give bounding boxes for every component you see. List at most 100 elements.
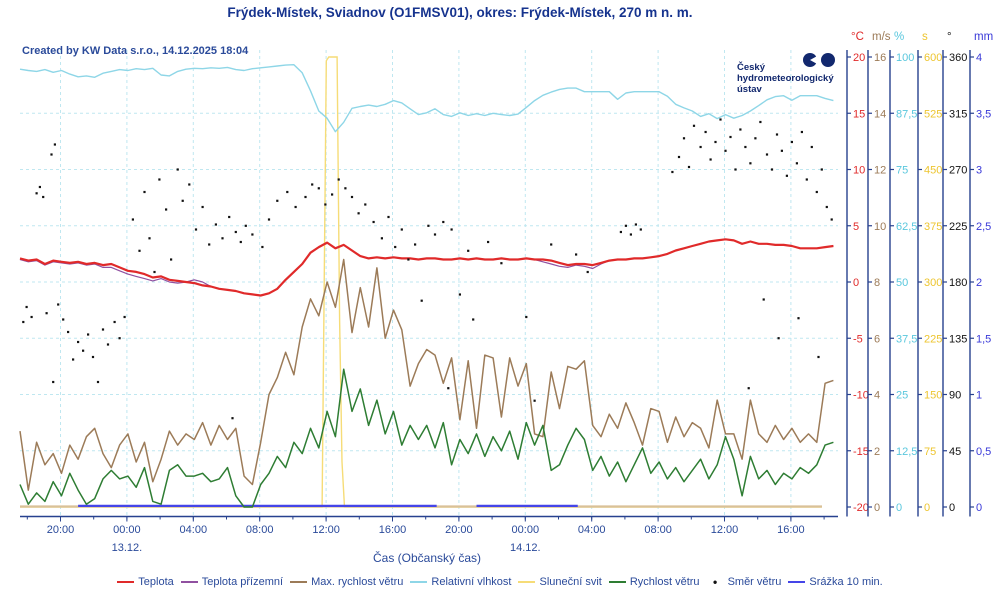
svg-text:16:00: 16:00 (379, 524, 407, 536)
legend-line-marker (518, 581, 536, 583)
svg-text:4: 4 (874, 390, 880, 402)
svg-text:37,5: 37,5 (896, 333, 917, 345)
chmi-logo-text-2: hydrometeorologický (737, 73, 834, 84)
svg-text:135: 135 (949, 333, 967, 345)
svg-text:mm: mm (974, 31, 993, 43)
created-by-label: Created by KW Data s.r.o., 14.12.2025 18… (22, 45, 249, 57)
svg-text:90: 90 (949, 390, 961, 402)
svg-text:150: 150 (924, 390, 942, 402)
legend-line-marker (410, 581, 428, 583)
svg-text:16:00: 16:00 (777, 524, 805, 536)
svg-text:0: 0 (976, 502, 982, 514)
legend-label: Teplota (138, 576, 174, 588)
svg-text:1,5: 1,5 (976, 333, 991, 345)
legend-label: Sluneční svit (539, 576, 602, 588)
chmi-logo-icon (803, 53, 835, 67)
legend-item-7: Srážka 10 min. (788, 576, 883, 588)
svg-text:m/s: m/s (872, 31, 891, 43)
svg-text:3,5: 3,5 (976, 108, 991, 120)
legend-line-marker (290, 581, 308, 583)
svg-text:1: 1 (976, 390, 982, 402)
svg-text:3: 3 (976, 165, 982, 177)
svg-text:2,5: 2,5 (976, 221, 991, 233)
svg-text:-10: -10 (853, 390, 869, 402)
legend-line-marker (788, 581, 806, 583)
svg-text:8: 8 (874, 277, 880, 289)
svg-text:2: 2 (874, 446, 880, 458)
legend-label: Max. rychlost větru (311, 576, 404, 588)
svg-text:-5: -5 (853, 333, 863, 345)
svg-text:45: 45 (949, 446, 961, 458)
svg-text:14.12.: 14.12. (510, 542, 541, 554)
svg-text:20:00: 20:00 (47, 524, 75, 536)
chmi-logo: Český hydrometeorologický ústav (737, 62, 834, 95)
svg-text:00:00: 00:00 (113, 524, 141, 536)
legend-item-0: Teplota (117, 576, 174, 588)
legend-label: Relativní vlhkost (431, 576, 512, 588)
svg-text:04:00: 04:00 (180, 524, 208, 536)
svg-text:87,5: 87,5 (896, 108, 917, 120)
legend-item-6: • Směr větru (707, 575, 782, 589)
svg-text:6: 6 (874, 333, 880, 345)
svg-text:0: 0 (896, 502, 902, 514)
svg-text:0: 0 (853, 277, 859, 289)
legend-item-1: Teplota přízemní (180, 576, 284, 588)
svg-text:12: 12 (874, 165, 886, 177)
svg-text:20:00: 20:00 (445, 524, 473, 536)
svg-text:0: 0 (924, 502, 930, 514)
svg-text:75: 75 (896, 165, 908, 177)
svg-text:360: 360 (949, 52, 967, 64)
svg-text:08:00: 08:00 (644, 524, 672, 536)
svg-text:2: 2 (976, 277, 982, 289)
legend-label: Teplota přízemní (201, 576, 284, 588)
svg-text:16: 16 (874, 52, 886, 64)
legend-item-4: Sluneční svit (518, 576, 602, 588)
svg-text:12,5: 12,5 (896, 446, 917, 458)
legend-label: Rychlost větru (629, 576, 700, 588)
svg-text:00:00: 00:00 (512, 524, 540, 536)
x-axis-title: Čas (Občanský čas) (372, 551, 482, 565)
legend-item-5: Rychlost větru (608, 576, 700, 588)
svg-text:300: 300 (924, 277, 942, 289)
svg-text:75: 75 (924, 446, 936, 458)
svg-text:12:00: 12:00 (312, 524, 340, 536)
legend-label: Srážka 10 min. (809, 576, 883, 588)
legend-item-3: Relativní vlhkost (410, 576, 511, 588)
legend-line-marker (608, 581, 626, 583)
svg-text:0: 0 (949, 502, 955, 514)
svg-text:10: 10 (853, 165, 865, 177)
svg-text:10: 10 (874, 221, 886, 233)
legend-item-2: Max. rychlost větru (290, 576, 403, 588)
svg-text:08:00: 08:00 (246, 524, 274, 536)
svg-text:04:00: 04:00 (578, 524, 606, 536)
svg-text:20: 20 (853, 52, 865, 64)
svg-text:180: 180 (949, 277, 967, 289)
svg-text:%: % (894, 31, 904, 43)
svg-text:5: 5 (853, 221, 859, 233)
svg-text:°C: °C (851, 31, 864, 43)
legend-label: Směr větru (727, 576, 782, 588)
svg-text:15: 15 (853, 108, 865, 120)
legend-line-marker (117, 581, 135, 583)
chmi-logo-text-3: ústav (737, 84, 762, 95)
svg-text:0: 0 (874, 502, 880, 514)
svg-text:4: 4 (976, 52, 982, 64)
svg-text:100: 100 (896, 52, 914, 64)
svg-text:62,5: 62,5 (896, 221, 917, 233)
page-title: Frýdek-Místek, Sviadnov (O1FMSV01), okre… (227, 5, 693, 20)
svg-text:225: 225 (924, 333, 942, 345)
legend-dot-marker: • (712, 575, 718, 589)
svg-text:450: 450 (924, 165, 942, 177)
chmi-logo-text-1: Český (737, 62, 765, 73)
legend-line-marker (180, 581, 198, 583)
svg-text:600: 600 (924, 52, 942, 64)
svg-text:14: 14 (874, 108, 886, 120)
svg-text:°: ° (947, 31, 952, 43)
svg-text:315: 315 (949, 108, 967, 120)
legend: Teplota Teplota přízemní Max. rychlost vět… (0, 576, 1000, 588)
svg-text:s: s (922, 31, 928, 43)
svg-text:50: 50 (896, 277, 908, 289)
svg-text:12:00: 12:00 (711, 524, 739, 536)
